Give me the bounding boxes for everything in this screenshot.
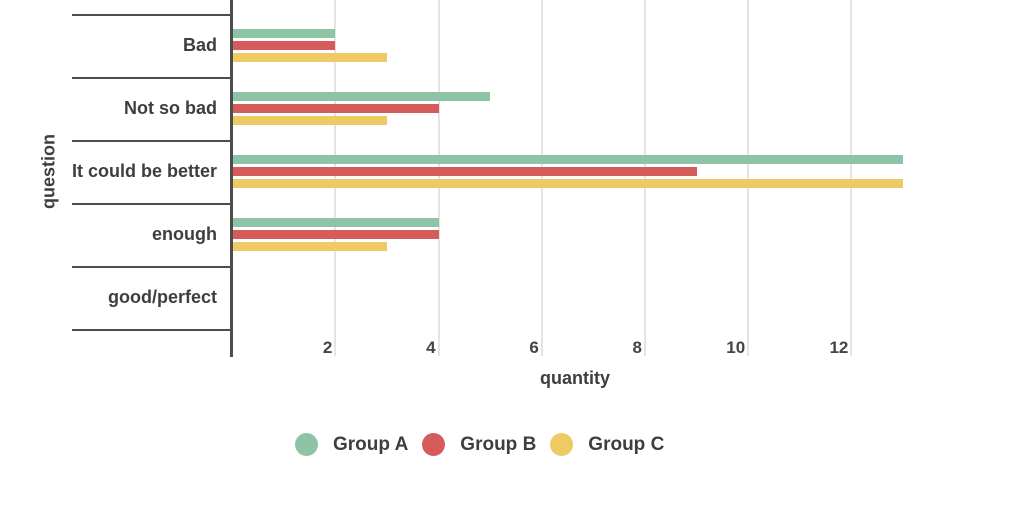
x-gridline [334,0,337,356]
x-tick-label: 12 [829,338,849,357]
legend-label: Group B [460,433,537,455]
bar-group-a [233,155,903,164]
legend-swatch-icon [422,433,446,456]
row-divider [72,77,231,79]
bar-group-b [233,41,336,50]
x-tick-label: 2 [322,338,333,357]
bar-group-b [233,167,697,176]
bar-group-c [233,179,903,188]
x-gridline [850,0,853,356]
x-gridline [437,0,440,356]
legend-swatch-icon [295,433,318,456]
legend-item: Group B [422,433,536,456]
x-tick-label: 8 [632,338,642,357]
bar-group-b [233,230,439,239]
category-label: Not so bad [124,98,217,118]
bar-group-a [233,218,439,227]
row-divider [72,203,231,205]
y-axis-line [230,0,233,357]
row-divider [72,266,231,268]
category-label: It could be better [71,161,217,181]
legend-item: Group A [295,433,408,456]
legend-swatch-icon [550,433,574,456]
bar-group-a [233,29,336,38]
x-tick-label: 6 [529,338,539,357]
legend: Group A Group B Group C [295,433,664,456]
x-gridline [644,0,646,356]
bar-group-c [233,116,387,125]
legend-label: Group A [333,433,409,455]
x-tick-label: 10 [726,338,746,357]
category-label: Bad [182,35,217,55]
row-divider [72,329,231,331]
row-divider [72,140,231,142]
x-axis-title: quantity [540,368,610,388]
bar-group-a [233,92,491,101]
x-gridline [540,0,543,356]
bar-group-c [233,242,387,251]
row-divider [72,14,231,16]
legend-label: Group C [588,433,665,455]
x-tick-label: 4 [426,338,436,357]
x-gridline [747,0,750,356]
bar-group-b [233,104,439,113]
category-label: good/perfect [107,287,217,307]
legend-item: Group C [550,433,664,456]
bar-group-c [233,53,387,62]
category-label: enough [152,224,217,244]
